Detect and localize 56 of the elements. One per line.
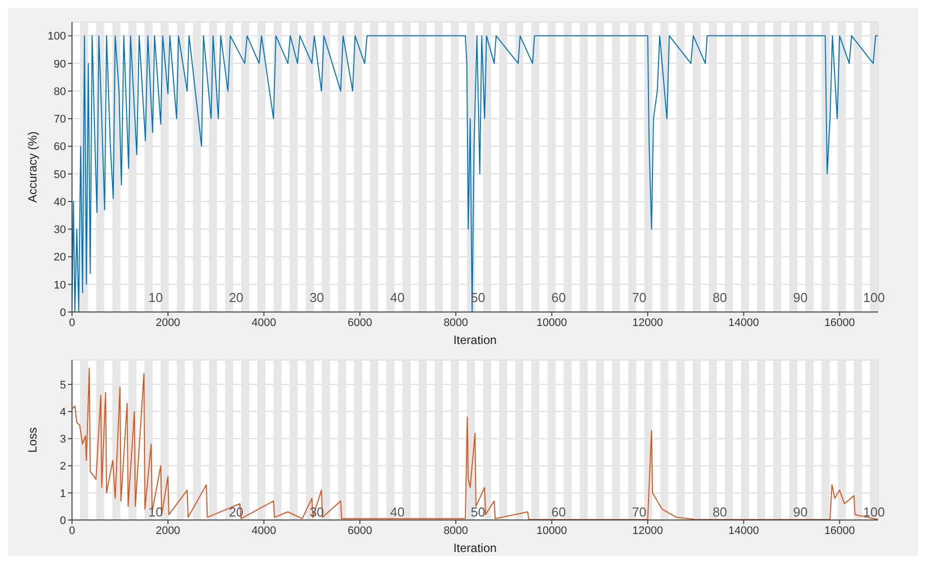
x-tick-label: 14000 <box>728 524 759 537</box>
x-tick-label: 2000 <box>156 316 180 329</box>
y-tick-label: 40 <box>54 196 66 208</box>
y-tick-label: 2 <box>60 460 66 473</box>
y-tick-label: 70 <box>54 114 66 126</box>
y-tick-label: 5 <box>60 379 66 392</box>
y-tick-label: 10 <box>54 279 66 292</box>
annotation: 80 <box>712 290 728 306</box>
x-axis-title: Iteration <box>453 541 497 555</box>
y-tick-label: 30 <box>54 224 66 236</box>
y-tick-label: 0 <box>60 514 66 527</box>
y-tick-label: 100 <box>48 30 66 43</box>
y-tick-label: 0 <box>60 306 66 319</box>
y-tick-label: 1 <box>60 488 66 500</box>
x-tick-label: 4000 <box>252 316 276 329</box>
y-tick-label: 3 <box>60 434 66 446</box>
annotation: 90 <box>793 504 808 520</box>
annotation: 10 <box>148 290 163 306</box>
y-axis-title: Accuracy (%) <box>25 131 40 203</box>
x-tick-label: 8000 <box>444 316 468 329</box>
x-tick-label: 6000 <box>348 524 372 537</box>
annotation: 40 <box>390 504 405 520</box>
x-tick-label: 10000 <box>536 316 568 329</box>
x-tick-label: 10000 <box>536 524 568 537</box>
annotation: 40 <box>390 290 405 306</box>
annotation: 50 <box>470 504 486 520</box>
x-tick-label: 14000 <box>728 316 759 329</box>
annotation: 30 <box>310 290 324 306</box>
y-tick-label: 4 <box>60 406 66 418</box>
y-tick-label: 50 <box>54 168 66 181</box>
x-tick-label: 4000 <box>252 524 276 537</box>
x-tick-label: 6000 <box>348 316 372 329</box>
annotation: 20 <box>228 290 244 306</box>
x-tick-label: 0 <box>68 524 76 537</box>
x-tick-label: 16000 <box>824 524 855 537</box>
annotation: 10 <box>148 504 163 520</box>
y-tick-label: 60 <box>54 141 66 154</box>
x-axis-title: Iteration <box>453 333 497 347</box>
annotation: 60 <box>551 290 566 306</box>
x-tick-label: 2000 <box>156 524 180 537</box>
annotation: 100 <box>863 290 885 306</box>
y-tick-label: 20 <box>54 252 66 264</box>
annotation: 90 <box>793 290 808 306</box>
annotation: 70 <box>632 504 646 520</box>
annotation: 80 <box>712 504 728 520</box>
annotation: 100 <box>863 504 885 520</box>
x-tick-label: 8000 <box>444 524 468 537</box>
y-tick-label: 80 <box>54 86 66 98</box>
x-tick-label: 0 <box>68 316 76 329</box>
annotation: 60 <box>551 504 566 520</box>
x-tick-label: 12000 <box>632 524 664 537</box>
y-tick-label: 90 <box>54 58 66 70</box>
x-tick-label: 16000 <box>824 316 855 329</box>
x-tick-label: 12000 <box>632 316 664 329</box>
y-axis-title: Loss <box>25 427 40 453</box>
annotation: 70 <box>632 290 646 306</box>
